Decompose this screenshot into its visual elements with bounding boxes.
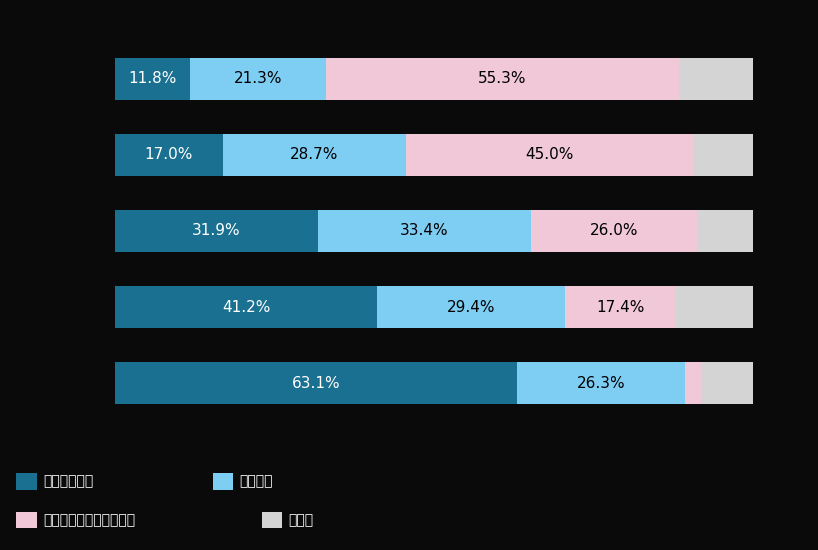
Bar bbox=[685, 362, 701, 404]
Bar bbox=[115, 134, 223, 176]
Text: 41.2%: 41.2% bbox=[222, 300, 270, 315]
Bar bbox=[517, 362, 685, 404]
Text: 26.3%: 26.3% bbox=[577, 376, 625, 391]
Text: 33.4%: 33.4% bbox=[400, 223, 449, 239]
Bar bbox=[190, 58, 326, 100]
Bar bbox=[679, 58, 753, 100]
Bar bbox=[406, 134, 693, 176]
Text: 55.3%: 55.3% bbox=[478, 71, 526, 86]
Text: 26.0%: 26.0% bbox=[590, 223, 638, 239]
Bar bbox=[693, 134, 753, 176]
Text: その他: その他 bbox=[289, 513, 314, 527]
Bar bbox=[115, 210, 318, 252]
Text: 31.9%: 31.9% bbox=[192, 223, 240, 239]
Bar bbox=[115, 362, 517, 404]
Bar bbox=[377, 286, 565, 328]
Text: 必要な時に手をかす程度: 必要な時に手をかす程度 bbox=[43, 513, 136, 527]
Text: 21.3%: 21.3% bbox=[233, 71, 282, 86]
Text: 17.0%: 17.0% bbox=[145, 147, 193, 162]
Bar bbox=[115, 286, 377, 328]
Bar bbox=[565, 286, 676, 328]
Text: 28.7%: 28.7% bbox=[290, 147, 339, 162]
Text: 11.8%: 11.8% bbox=[128, 71, 177, 86]
Bar bbox=[701, 362, 753, 404]
Text: 29.4%: 29.4% bbox=[447, 300, 496, 315]
Text: 17.4%: 17.4% bbox=[596, 300, 645, 315]
Bar bbox=[697, 210, 753, 252]
Bar bbox=[318, 210, 531, 252]
Text: 半日程度: 半日程度 bbox=[240, 474, 273, 488]
Text: ほとんど終日: ほとんど終日 bbox=[43, 474, 93, 488]
Bar bbox=[115, 58, 190, 100]
Text: 63.1%: 63.1% bbox=[291, 376, 340, 391]
Bar bbox=[223, 134, 406, 176]
Bar bbox=[676, 286, 753, 328]
Bar bbox=[326, 58, 679, 100]
Text: 45.0%: 45.0% bbox=[525, 147, 574, 162]
Bar bbox=[531, 210, 697, 252]
